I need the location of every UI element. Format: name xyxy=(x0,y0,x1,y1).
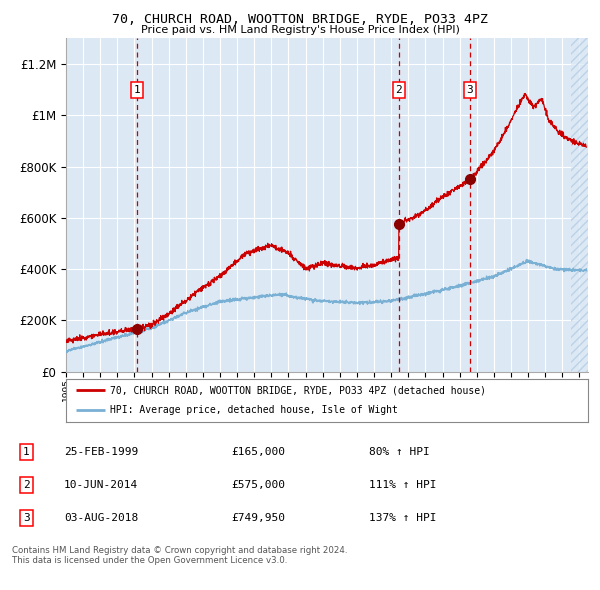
Text: 2: 2 xyxy=(395,85,402,95)
Text: HPI: Average price, detached house, Isle of Wight: HPI: Average price, detached house, Isle… xyxy=(110,405,398,415)
Text: 1: 1 xyxy=(23,447,30,457)
Text: 137% ↑ HPI: 137% ↑ HPI xyxy=(369,513,437,523)
Text: 10-JUN-2014: 10-JUN-2014 xyxy=(64,480,138,490)
Text: 70, CHURCH ROAD, WOOTTON BRIDGE, RYDE, PO33 4PZ (detached house): 70, CHURCH ROAD, WOOTTON BRIDGE, RYDE, P… xyxy=(110,385,487,395)
Text: Contains HM Land Registry data © Crown copyright and database right 2024.
This d: Contains HM Land Registry data © Crown c… xyxy=(12,546,347,565)
Text: 2: 2 xyxy=(23,480,30,490)
Text: £575,000: £575,000 xyxy=(231,480,285,490)
Text: 25-FEB-1999: 25-FEB-1999 xyxy=(64,447,138,457)
Text: 80% ↑ HPI: 80% ↑ HPI xyxy=(369,447,430,457)
Text: 1: 1 xyxy=(133,85,140,95)
Text: £749,950: £749,950 xyxy=(231,513,285,523)
Text: Price paid vs. HM Land Registry's House Price Index (HPI): Price paid vs. HM Land Registry's House … xyxy=(140,25,460,35)
Text: 111% ↑ HPI: 111% ↑ HPI xyxy=(369,480,437,490)
Text: £165,000: £165,000 xyxy=(231,447,285,457)
Text: 70, CHURCH ROAD, WOOTTON BRIDGE, RYDE, PO33 4PZ: 70, CHURCH ROAD, WOOTTON BRIDGE, RYDE, P… xyxy=(112,13,488,26)
Text: 03-AUG-2018: 03-AUG-2018 xyxy=(64,513,138,523)
Polygon shape xyxy=(571,38,588,372)
Text: 3: 3 xyxy=(466,85,473,95)
Text: 3: 3 xyxy=(23,513,30,523)
